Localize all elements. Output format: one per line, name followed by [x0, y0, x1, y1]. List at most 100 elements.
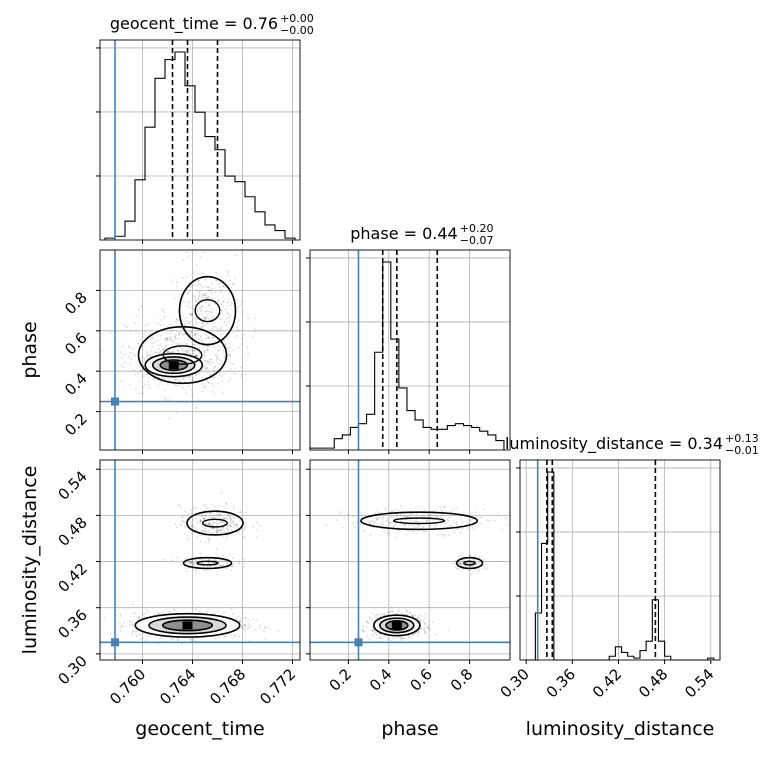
sample-point — [367, 520, 370, 523]
sample-point — [145, 609, 148, 611]
sample-point — [205, 296, 208, 299]
sample-point — [209, 523, 212, 526]
sample-point — [160, 324, 163, 327]
sample-point — [202, 386, 205, 389]
panel-frame — [99, 249, 301, 451]
sample-point — [150, 350, 153, 353]
sample-point — [244, 373, 247, 375]
sample-point — [207, 345, 210, 348]
sample-point — [120, 625, 122, 628]
sample-point — [187, 350, 189, 353]
sample-point — [152, 336, 155, 339]
panel-background — [100, 250, 300, 450]
sample-point — [208, 289, 211, 292]
sample-point — [238, 529, 241, 532]
sample-point — [174, 384, 177, 386]
sample-point — [461, 553, 464, 555]
sample-point — [191, 393, 194, 396]
sample-point — [159, 338, 162, 341]
sample-point — [157, 643, 160, 645]
sample-point — [210, 363, 212, 366]
sample-point — [193, 526, 196, 529]
sample-point — [482, 559, 485, 561]
sample-point — [121, 345, 124, 348]
sample-point — [417, 523, 419, 526]
sample-point — [222, 301, 225, 303]
sample-point — [427, 625, 429, 628]
sample-point — [150, 337, 153, 340]
sample-point — [124, 361, 126, 364]
sample-point — [216, 531, 219, 534]
sample-point — [239, 620, 242, 623]
sample-point — [187, 293, 189, 296]
sample-point — [400, 639, 403, 641]
sample-point — [130, 358, 132, 360]
sample-point — [231, 564, 234, 567]
sample-point — [234, 617, 237, 620]
sample-point — [189, 332, 192, 335]
sample-point — [109, 332, 112, 335]
sample-point — [204, 516, 207, 519]
sample-point — [199, 520, 202, 523]
sample-point — [436, 515, 438, 518]
sample-point — [204, 324, 207, 327]
sample-point — [208, 289, 211, 292]
sample-point — [164, 388, 167, 391]
sample-point — [207, 296, 209, 299]
sample-point — [381, 523, 384, 526]
sample-point — [243, 566, 245, 569]
sample-point — [471, 525, 474, 528]
sample-point — [371, 629, 374, 632]
sample-point — [174, 523, 177, 525]
sample-point — [214, 559, 216, 562]
sample-point — [205, 316, 208, 319]
sample-point — [405, 613, 408, 616]
sample-point — [244, 631, 247, 633]
sample-point — [119, 613, 122, 615]
sample-point — [170, 323, 173, 326]
sample-point — [218, 560, 221, 563]
sample-point — [194, 333, 197, 335]
sample-point — [211, 297, 214, 300]
scatter-points — [100, 251, 257, 420]
sample-point — [199, 336, 202, 339]
sample-point — [175, 385, 178, 387]
sample-point — [182, 301, 185, 303]
sample-point — [134, 355, 137, 358]
density-peak — [182, 621, 193, 630]
sample-point — [159, 351, 161, 353]
sample-point — [223, 339, 226, 342]
sample-point — [163, 332, 166, 335]
sample-point — [201, 293, 204, 296]
sample-point — [243, 624, 246, 627]
sample-point — [204, 530, 207, 532]
sample-point — [213, 612, 216, 615]
sample-point — [218, 513, 221, 516]
panel-frame — [309, 459, 511, 661]
sample-point — [198, 371, 201, 374]
y-tick-label: 0.2 — [61, 410, 91, 440]
sample-point — [254, 317, 257, 320]
sample-point — [382, 520, 385, 523]
sample-point — [196, 536, 199, 538]
sample-point — [390, 514, 393, 517]
sample-point — [220, 491, 223, 494]
sample-point — [184, 352, 187, 355]
sample-point — [177, 333, 180, 336]
sample-point — [195, 374, 197, 377]
sample-point — [258, 624, 261, 627]
sample-point — [229, 614, 232, 617]
sample-point — [224, 560, 227, 563]
sample-point — [189, 561, 192, 564]
panel-title-lower-error: −0.07 — [460, 234, 494, 247]
sample-point — [212, 344, 215, 347]
sample-point — [135, 331, 138, 333]
sample-point — [220, 327, 222, 330]
sample-point — [230, 529, 233, 532]
sample-point — [448, 516, 450, 519]
sample-point — [368, 615, 371, 618]
sample-point — [247, 352, 250, 355]
panel-frame — [99, 39, 301, 241]
sample-point — [159, 381, 162, 383]
sample-point — [412, 633, 415, 636]
